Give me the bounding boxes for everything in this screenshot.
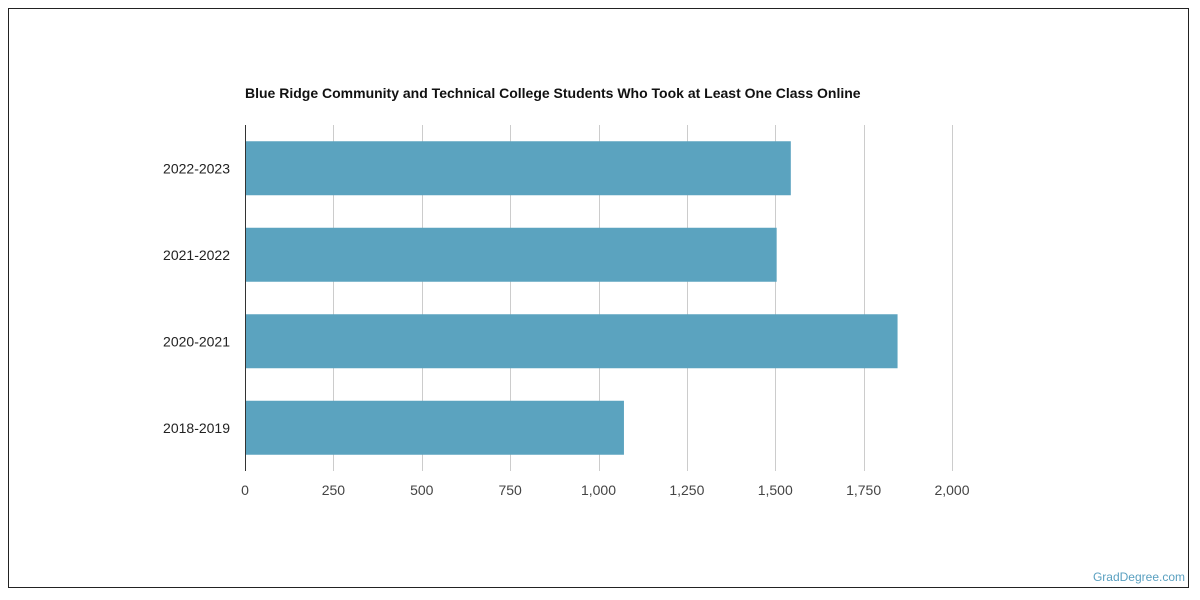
x-tick-label: 1,250 [669,482,704,498]
x-tick-label: 250 [322,482,346,498]
x-tick-label: 750 [498,482,522,498]
chart-title: Blue Ridge Community and Technical Colle… [245,85,861,101]
x-tick-label: 1,500 [758,482,793,498]
y-category-label: 2018-2019 [163,420,230,436]
chart-frame [8,8,1189,588]
x-tick-label: 2,000 [934,482,969,498]
y-category-label: 2021-2022 [163,247,230,263]
y-category-label: 2020-2021 [163,333,230,349]
bar[interactable] [245,227,777,282]
bar[interactable] [245,400,624,455]
y-category-label: 2022-2023 [163,160,230,176]
bar[interactable] [245,141,791,196]
labels: 0 250 500 750 1,000 1,250 1,500 1,750 2,000 2022-… [163,160,970,498]
x-tick-label: 1,750 [846,482,881,498]
x-tick-label: 500 [410,482,434,498]
source-credit-link[interactable]: GradDegree.com [1092,570,1185,584]
bar[interactable] [245,314,898,369]
x-tick-label: 1,000 [581,482,616,498]
bars [245,141,898,455]
x-tick-label: 0 [241,482,249,498]
